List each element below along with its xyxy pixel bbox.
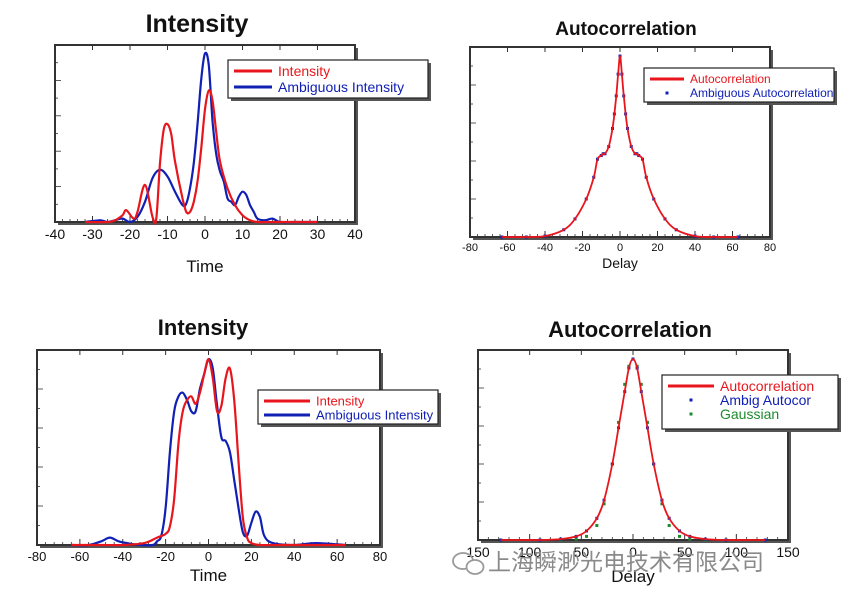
x-axis-label: Time (190, 566, 227, 585)
series-ambiguous-intensity (84, 51, 318, 224)
x-tick-label: -40 (537, 242, 553, 254)
data-point (585, 534, 588, 538)
x-tick-label: -40 (45, 226, 65, 242)
wechat-bubble-right (465, 559, 485, 575)
legend-box (643, 67, 835, 103)
x-tick-label: 100 (725, 544, 749, 560)
legend-box (257, 389, 439, 425)
chart-1: Intensity -40 -30 -20 -10 0 10 20 30 40 Time Intens… (45, 10, 431, 276)
chart-title: Intensity (146, 10, 249, 38)
x-tick-label: -30 (82, 226, 102, 242)
x-tick-label: 60 (330, 549, 344, 564)
x-tick-label: -60 (70, 549, 89, 564)
chart-title: Autocorrelation (555, 19, 696, 40)
data-point (595, 524, 599, 528)
x-axis-label: Time (186, 257, 223, 276)
x-tick-label: 100 (518, 544, 542, 560)
data-point (660, 502, 664, 506)
data-point (736, 235, 740, 239)
legend-marker (689, 412, 693, 416)
x-tick-label: 40 (287, 549, 301, 564)
watermark-text: 上海瞬渺光电技术有限公司 (488, 550, 764, 576)
x-tick-label: 150 (466, 544, 490, 560)
legend-label: Ambiguous Intensity (316, 408, 434, 423)
legend-label: Intensity (316, 394, 365, 409)
x-tick-label: -20 (156, 549, 175, 564)
x-tick-label: 30 (310, 226, 326, 242)
x-tick-label: 40 (347, 226, 363, 242)
legend-box (227, 59, 429, 99)
x-tick-label: -80 (28, 549, 47, 564)
legend-label: Ambiguous Intensity (278, 79, 404, 95)
x-tick-label: 20 (272, 226, 288, 242)
legend-label: Autocorrelation (690, 72, 771, 86)
legend-marker (665, 91, 669, 95)
plot-frame (36, 349, 381, 546)
legend-label: Gaussian (720, 406, 779, 422)
x-axis-label: Delay (602, 255, 638, 271)
x-tick-label: -40 (113, 549, 132, 564)
legend-label: Autocorrelation (720, 378, 814, 394)
legend-label: Intensity (278, 63, 330, 79)
chart-title: Intensity (158, 315, 249, 340)
x-tick-label: 0 (629, 544, 637, 560)
x-tick-label: 0 (617, 242, 623, 254)
x-tick-label: -60 (500, 242, 516, 254)
x-tick-label: -20 (575, 242, 591, 254)
x-tick-label: 0 (201, 226, 209, 242)
data-point (688, 537, 692, 541)
data-point (602, 502, 606, 506)
chart-title: Autocorrelation (548, 317, 712, 342)
x-tick-label: 60 (726, 242, 738, 254)
chart-3: Intensity -80 -60 -40 -20 0 20 40 60 80 Time Intens… (28, 315, 441, 585)
x-tick-label: -10 (157, 226, 177, 242)
x-tick-label: 40 (689, 242, 701, 254)
data-point (574, 537, 578, 541)
data-point (667, 524, 671, 528)
x-tick-label: 20 (651, 242, 663, 254)
data-point (623, 382, 627, 386)
x-axis-label: Delay (611, 567, 655, 586)
series-intensity (84, 89, 318, 225)
legend-marker (689, 398, 693, 402)
series-autocorrelation (500, 358, 766, 541)
data-point (639, 382, 643, 386)
x-tick-label: 80 (373, 549, 387, 564)
x-tick-label: 50 (574, 544, 590, 560)
legend-label: Ambig Autocor (720, 392, 811, 408)
chart-2: Autocorrelation -80 -60 -40 -20 0 20 40 60 80 Dela… (462, 19, 837, 271)
series-intensity (71, 358, 346, 547)
x-tick-label: -80 (462, 242, 478, 254)
data-point (678, 534, 681, 538)
series-autocorrelation (501, 55, 739, 238)
x-tick-label: 150 (776, 544, 800, 560)
x-tick-label: -20 (120, 226, 140, 242)
legend-label: Ambiguous Autocorrelation (690, 86, 833, 100)
x-tick-label: 20 (244, 549, 258, 564)
legend-box (661, 374, 839, 430)
watermark: 上海瞬渺光电技术有限公司 (452, 550, 764, 576)
x-tick-label: 80 (764, 242, 776, 254)
x-tick-label: 10 (235, 226, 251, 242)
x-tick-label: 0 (205, 549, 212, 564)
data-point (500, 235, 504, 239)
chart-4: Autocorrelation 150 100 50 0 50 100 150 Delay Aut… (466, 317, 841, 586)
x-tick-label: 50 (677, 544, 693, 560)
wechat-icon (452, 552, 485, 575)
